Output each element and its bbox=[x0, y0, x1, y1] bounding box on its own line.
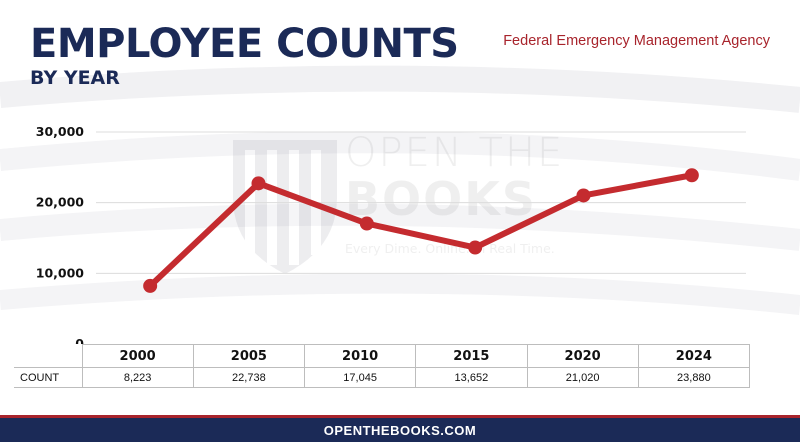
footer-bar: OPENTHEBOOKS.COM bbox=[0, 415, 800, 442]
table-count: 22,738 bbox=[192, 367, 306, 388]
table-year: 2020 bbox=[526, 344, 639, 368]
table-header-row: 2000 2005 2010 2015 2020 2024 bbox=[14, 344, 751, 368]
data-table: 2000 2005 2010 2015 2020 2024 COUNT 8,22… bbox=[14, 344, 751, 388]
data-point bbox=[143, 278, 158, 293]
table-corner bbox=[14, 344, 83, 368]
data-point bbox=[251, 176, 266, 191]
table-count: 21,020 bbox=[526, 367, 639, 388]
chart-title: EMPLOYEE COUNTS bbox=[30, 21, 459, 67]
data-point bbox=[468, 240, 483, 255]
table-row-label: COUNT bbox=[14, 367, 83, 388]
table-year: 2005 bbox=[192, 344, 306, 368]
watermark-line-1: OPEN THE bbox=[345, 130, 565, 176]
table-count: 8,223 bbox=[81, 367, 194, 388]
table-row: COUNT 8,223 22,738 17,045 13,652 21,020 … bbox=[14, 367, 751, 388]
data-point bbox=[576, 188, 591, 203]
table-year: 2010 bbox=[303, 344, 417, 368]
watermark-tagline: Every Dime. Online. In Real Time. bbox=[345, 241, 555, 256]
footer-url: OPENTHEBOOKS.COM bbox=[323, 422, 477, 438]
y-tick-label: 10,000 bbox=[36, 265, 85, 280]
table-count: 17,045 bbox=[303, 367, 417, 388]
table-count: 23,880 bbox=[637, 367, 751, 388]
table-count: 13,652 bbox=[415, 367, 528, 388]
table-year: 2000 bbox=[81, 344, 194, 368]
y-tick-label: 30,000 bbox=[36, 124, 85, 139]
data-point bbox=[684, 168, 699, 183]
watermark: OPEN THE BOOKS Every Dime. Online. In Re… bbox=[225, 128, 585, 278]
series-line bbox=[147, 172, 695, 289]
table-year: 2024 bbox=[637, 344, 751, 368]
watermark-line-2: BOOKS bbox=[345, 172, 538, 226]
y-tick-label: 0 bbox=[75, 336, 84, 351]
data-point bbox=[359, 216, 374, 231]
chart-subtitle: BY YEAR bbox=[30, 67, 120, 89]
table-year: 2015 bbox=[415, 344, 528, 368]
agency-name: Federal Emergency Management Agency bbox=[503, 33, 770, 49]
y-tick-label: 20,000 bbox=[36, 195, 85, 210]
